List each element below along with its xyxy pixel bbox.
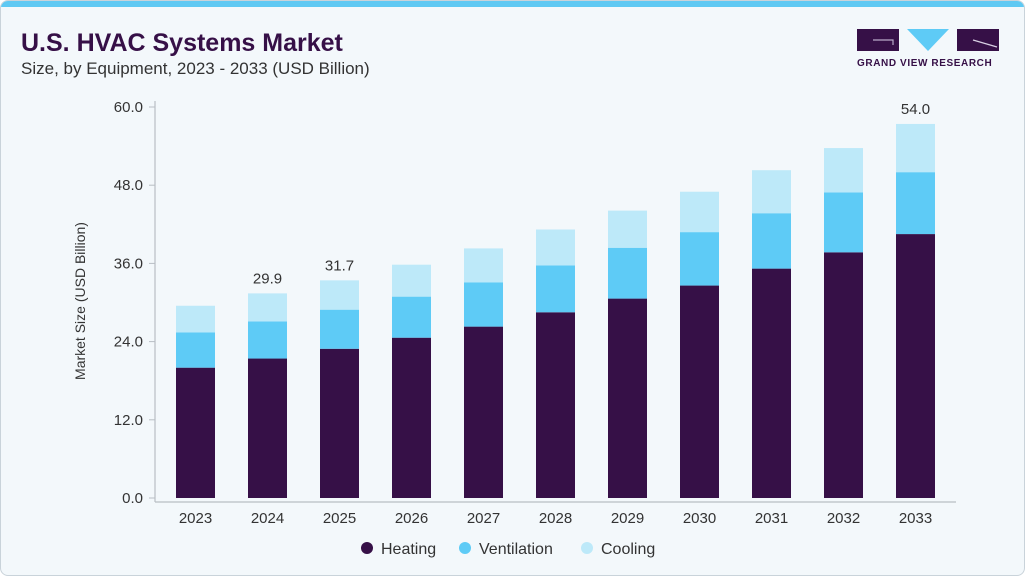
x-tick-label: 2025 [323, 510, 356, 527]
bar-ventilation-2026 [392, 296, 431, 338]
bar-cooling-2025 [320, 280, 359, 310]
bar-ventilation-2032 [824, 192, 863, 253]
top-accent-stripe [1, 1, 1024, 7]
bar-ventilation-2027 [464, 282, 503, 327]
total-data-label: 31.7 [325, 257, 354, 274]
chart-title: U.S. HVAC Systems Market [21, 29, 343, 57]
bar-heating-2025 [320, 348, 359, 498]
legend-marker-ventilation [459, 542, 471, 554]
bar-heating-2030 [680, 285, 719, 498]
legend-label-ventilation: Ventilation [479, 541, 553, 558]
bar-heating-2024 [248, 358, 287, 498]
y-tick-label: 60.0 [114, 99, 143, 116]
bar-cooling-2033 [896, 123, 935, 173]
bar-cooling-2031 [752, 170, 791, 214]
legend-marker-heating [361, 542, 373, 554]
total-data-label: 54.0 [901, 101, 930, 118]
bar-cooling-2030 [680, 191, 719, 233]
total-data-label: 29.9 [253, 270, 282, 287]
x-tick-label: 2023 [179, 510, 212, 527]
bar-cooling-2028 [536, 229, 575, 266]
bar-ventilation-2033 [896, 172, 935, 235]
x-tick-label: 2028 [539, 510, 572, 527]
bar-ventilation-2029 [608, 247, 647, 299]
bar-cooling-2027 [464, 248, 503, 283]
chart-subtitle: Size, by Equipment, 2023 - 2033 (USD Bil… [21, 59, 370, 78]
logo-text: GRAND VIEW RESEARCH [857, 58, 993, 69]
bar-ventilation-2025 [320, 309, 359, 349]
legend-marker-cooling [581, 542, 593, 554]
legend-label-heating: Heating [381, 541, 436, 558]
y-axis-label: Market Size (USD Billion) [72, 222, 88, 380]
x-tick-label: 2024 [251, 510, 284, 527]
bar-cooling-2029 [608, 210, 647, 248]
y-tick-label: 12.0 [114, 412, 143, 429]
bar-heating-2033 [896, 234, 935, 498]
bar-cooling-2032 [824, 148, 863, 193]
x-tick-label: 2029 [611, 510, 644, 527]
bar-ventilation-2024 [248, 321, 287, 359]
bar-heating-2027 [464, 326, 503, 498]
bar-heating-2026 [392, 337, 431, 498]
y-tick-label: 48.0 [114, 177, 143, 194]
bar-heating-2028 [536, 312, 575, 498]
x-tick-label: 2030 [683, 510, 716, 527]
bar-ventilation-2028 [536, 265, 575, 313]
x-tick-label: 2026 [395, 510, 428, 527]
grand-view-research-logo [857, 29, 999, 51]
x-tick-label: 2027 [467, 510, 500, 527]
bar-ventilation-2031 [752, 213, 791, 269]
x-tick-label: 2031 [755, 510, 788, 527]
bar-heating-2031 [752, 268, 791, 498]
bar-cooling-2026 [392, 264, 431, 297]
y-tick-label: 0.0 [122, 490, 143, 507]
y-tick-label: 36.0 [114, 255, 143, 272]
bar-ventilation-2030 [680, 232, 719, 286]
y-tick-label: 24.0 [114, 334, 143, 351]
bar-ventilation-2023 [176, 332, 215, 368]
bar-heating-2023 [176, 367, 215, 498]
bar-cooling-2023 [176, 305, 215, 333]
legend-label-cooling: Cooling [601, 541, 655, 558]
x-tick-label: 2033 [899, 510, 932, 527]
bar-heating-2029 [608, 298, 647, 498]
bar-heating-2032 [824, 252, 863, 498]
bar-cooling-2024 [248, 293, 287, 322]
x-tick-label: 2032 [827, 510, 860, 527]
